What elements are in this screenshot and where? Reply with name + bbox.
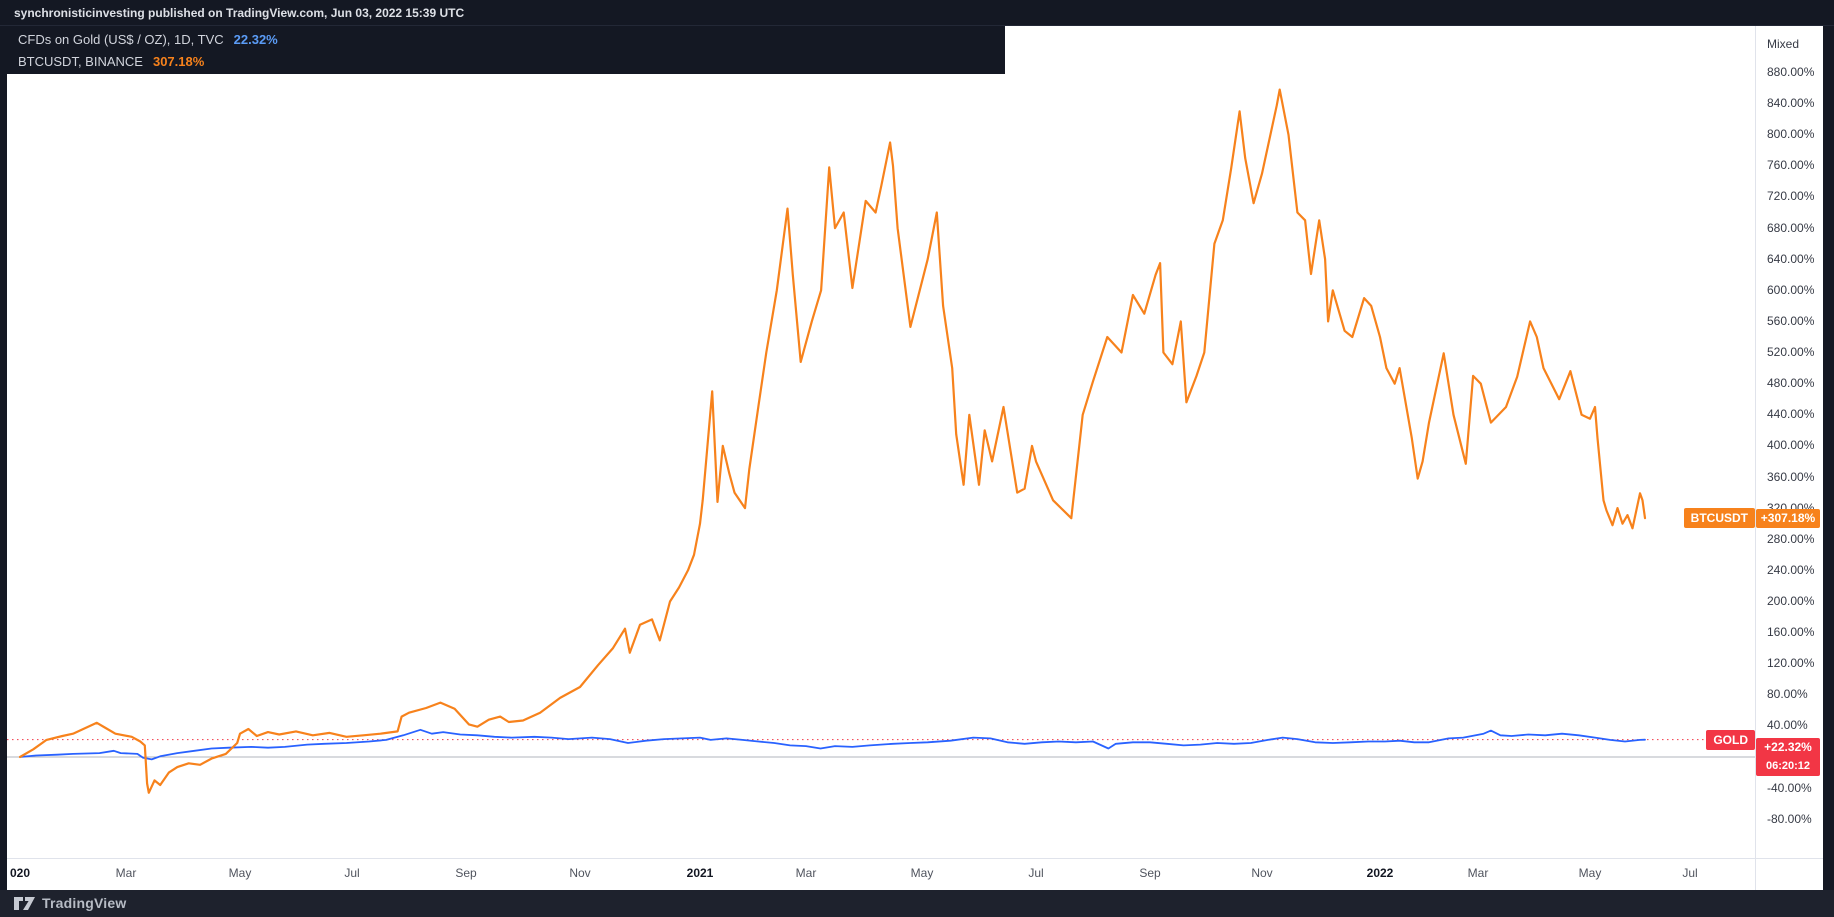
price-tick-label: -40.00% [1767,780,1812,795]
time-tick-label: Nov [569,866,591,880]
price-tick-label: 120.00% [1767,656,1815,671]
legend-panel: CFDs on Gold (US$ / OZ), 1D, TVC 22.32% B… [0,26,1005,74]
price-tick-label: 760.00% [1767,158,1815,173]
time-tick-label: Sep [455,866,477,880]
footer-bar: TradingView [0,890,1834,917]
price-tick-label: 80.00% [1767,687,1808,702]
time-tick-label: Jul [1028,866,1044,880]
legend-row-btcusdt[interactable]: BTCUSDT, BINANCE 307.18% [18,51,1005,73]
tradingview-logo-icon[interactable] [14,896,36,911]
chart-pane[interactable] [7,74,1755,858]
series-line-btcusdt [18,88,1647,794]
price-tick-label: 200.00% [1767,593,1815,608]
time-tick-label: May [1578,866,1602,880]
btcusdt-price-badge: +307.18% [1756,508,1820,528]
tradingview-wordmark[interactable]: TradingView [42,895,127,911]
price-tick-label: 720.00% [1767,189,1815,204]
time-tick-label: Mar [795,866,817,880]
price-tick-label: 520.00% [1767,345,1815,360]
price-tick-label: 40.00% [1767,718,1808,733]
price-tick-label: 600.00% [1767,282,1815,297]
price-axis[interactable]: Mixed 880.00% 840.00% 800.00% 760.00% 720.00… [1756,26,1823,858]
time-tick-label: May [228,866,252,880]
price-tick-label: 280.00% [1767,531,1815,546]
price-tick-label: 880.00% [1767,65,1815,80]
gold-countdown-timer: 06:20:12 [1765,759,1811,772]
time-axis-separator [7,858,1823,859]
price-tick-label: 160.00% [1767,625,1815,640]
legend-btcusdt-change: 307.18% [152,54,205,69]
price-tick-label: 440.00% [1767,407,1815,422]
legend-row-gold[interactable]: CFDs on Gold (US$ / OZ), 1D, TVC 22.32% [18,29,1005,51]
price-axis-separator [1755,26,1756,890]
time-tick-label: Sep [1139,866,1161,880]
chart-widget: Mixed 880.00% 840.00% 800.00% 760.00% 720.00… [7,26,1823,890]
time-tick-label: 020 [9,866,31,880]
time-tick-label: Jul [344,866,360,880]
time-tick-label: Jul [1682,866,1698,880]
gold-series-badge: GOLD [1706,729,1755,750]
legend-gold-change: 22.32% [233,32,278,47]
price-tick-label: 640.00% [1767,251,1815,266]
legend-gold-symbol: CFDs on Gold (US$ / OZ), 1D, TVC [18,32,224,47]
time-tick-label: Mar [115,866,137,880]
price-tick-label: 800.00% [1767,127,1815,142]
attribution-bar: synchronisticinvesting published on Trad… [0,0,1834,26]
price-tick-label: 240.00% [1767,562,1815,577]
time-tick-label: 2022 [1366,866,1394,880]
price-tick-label: 840.00% [1767,96,1815,111]
price-axis-mode-label: Mixed [1767,37,1800,51]
price-tick-label: 400.00% [1767,438,1815,453]
price-tick-label: 360.00% [1767,469,1815,484]
price-tick-label: 680.00% [1767,220,1815,235]
time-tick-label: Mar [1467,866,1489,880]
time-tick-label: May [910,866,934,880]
time-tick-label: Nov [1251,866,1273,880]
gold-price-badge: +22.32% 06:20:12 [1756,737,1820,776]
btcusdt-change-value: +307.18% [1760,510,1816,525]
price-tick-label: 480.00% [1767,376,1815,391]
series-line-gold [19,728,1646,761]
gold-change-value: +22.32% [1764,739,1812,754]
price-tick-label: -80.00% [1767,811,1812,826]
time-tick-label: 2021 [686,866,714,880]
time-axis[interactable]: 020 Mar May Jul Sep Nov 2021 Mar May Jul Sep Nov 202… [7,859,1823,890]
btcusdt-series-badge: BTCUSDT [1683,508,1755,529]
legend-btcusdt-symbol: BTCUSDT, BINANCE [18,54,143,69]
attribution-text: synchronisticinvesting published on Trad… [14,6,465,20]
price-tick-label: 560.00% [1767,313,1815,328]
